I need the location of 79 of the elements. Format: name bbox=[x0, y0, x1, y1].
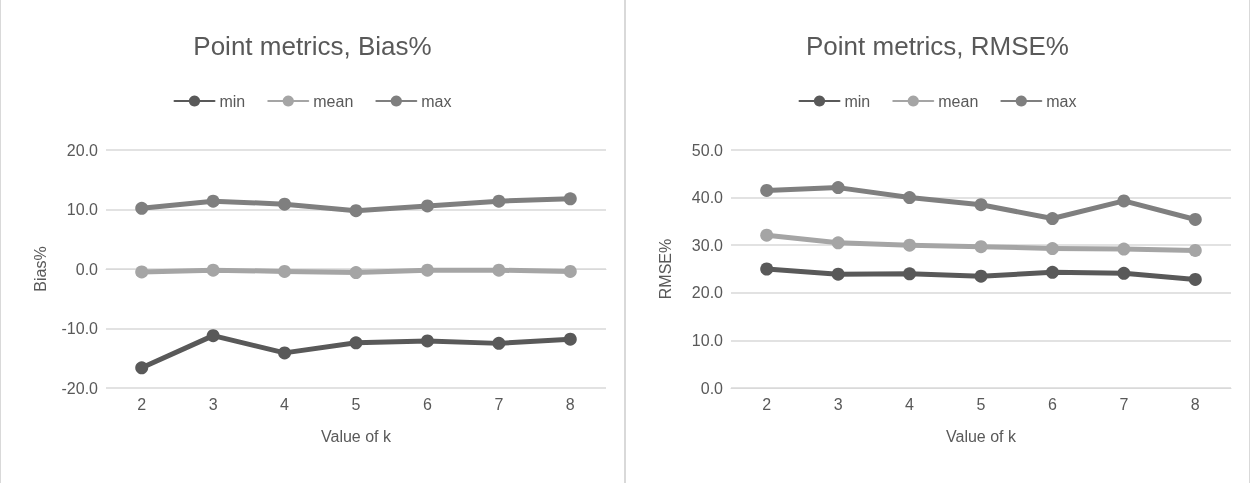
point bbox=[206, 194, 220, 208]
point bbox=[563, 332, 577, 346]
y-tick-label: 10.0 bbox=[691, 331, 724, 349]
x-tick-label: 7 bbox=[1119, 395, 1129, 413]
point bbox=[831, 181, 845, 195]
x-tick-label: 7 bbox=[494, 395, 504, 413]
point bbox=[903, 238, 917, 252]
y-tick-label: 10.0 bbox=[66, 201, 99, 218]
y-axis-title: Bias% bbox=[31, 246, 49, 292]
y-tick-label: 40.0 bbox=[691, 189, 724, 207]
x-tick-label: 3 bbox=[208, 395, 218, 413]
point bbox=[420, 263, 434, 277]
point bbox=[760, 262, 774, 276]
y-tick-label: 0.0 bbox=[700, 379, 724, 397]
point bbox=[563, 264, 577, 278]
legend-label: max bbox=[1046, 92, 1077, 110]
point bbox=[278, 264, 292, 278]
x-tick-label: 6 bbox=[1047, 395, 1057, 413]
y-tick-label: -20.0 bbox=[61, 379, 99, 397]
point bbox=[135, 361, 149, 375]
x-tick-label: 8 bbox=[565, 395, 575, 413]
x-tick-label: 4 bbox=[905, 395, 915, 413]
y-axis-title: RMSE% bbox=[656, 238, 674, 300]
point bbox=[1045, 212, 1059, 226]
point bbox=[492, 194, 506, 208]
legend-label: min bbox=[844, 92, 871, 110]
point bbox=[974, 269, 988, 283]
y-tick-label: -10.0 bbox=[61, 320, 99, 337]
y-tick-label: 0.0 bbox=[75, 260, 99, 278]
chart-title: Point metrics, Bias% bbox=[193, 31, 432, 61]
point bbox=[135, 265, 149, 279]
point bbox=[1117, 266, 1131, 280]
point bbox=[1045, 242, 1059, 256]
legend-label: max bbox=[421, 92, 452, 110]
point bbox=[1188, 213, 1202, 226]
point bbox=[563, 192, 577, 206]
x-tick-label: 4 bbox=[280, 395, 290, 413]
chart-title: Point metrics, RMSE% bbox=[806, 31, 1069, 61]
x-tick-label: 2 bbox=[137, 395, 147, 413]
point bbox=[760, 228, 774, 242]
point bbox=[831, 267, 845, 281]
point bbox=[1117, 194, 1131, 208]
point bbox=[278, 346, 292, 360]
point bbox=[349, 266, 363, 280]
point bbox=[135, 201, 149, 215]
x-tick-label: 5 bbox=[351, 395, 361, 413]
x-tick-label: 3 bbox=[833, 395, 843, 413]
y-tick-label: 20.0 bbox=[691, 284, 724, 302]
legend-label: mean bbox=[938, 92, 979, 110]
point bbox=[974, 240, 988, 254]
x-tick-label: 5 bbox=[976, 395, 986, 413]
x-tick-label: 2 bbox=[762, 395, 772, 413]
x-tick-label: 8 bbox=[1190, 395, 1200, 413]
y-tick-label: 30.0 bbox=[691, 236, 724, 254]
x-axis-title: Value of k bbox=[946, 427, 1017, 445]
point bbox=[903, 267, 917, 281]
point bbox=[1117, 242, 1131, 256]
point bbox=[492, 263, 506, 277]
y-tick-label: 50.0 bbox=[691, 141, 724, 159]
x-tick-label: 6 bbox=[422, 395, 432, 413]
point bbox=[420, 199, 434, 213]
legend-label: min bbox=[219, 92, 246, 110]
point bbox=[1188, 272, 1202, 286]
x-axis-title: Value of k bbox=[321, 427, 392, 445]
legend-label: mean bbox=[313, 92, 354, 110]
point bbox=[349, 204, 363, 218]
point bbox=[206, 329, 220, 343]
point bbox=[420, 334, 434, 348]
point bbox=[492, 336, 506, 350]
point bbox=[974, 198, 988, 212]
point bbox=[206, 263, 220, 277]
point bbox=[349, 336, 363, 350]
point bbox=[1188, 243, 1202, 257]
point bbox=[278, 197, 292, 211]
point bbox=[831, 236, 845, 250]
y-tick-label: 20.0 bbox=[66, 141, 99, 159]
point bbox=[903, 191, 917, 205]
point bbox=[760, 183, 774, 197]
point bbox=[1045, 265, 1059, 279]
